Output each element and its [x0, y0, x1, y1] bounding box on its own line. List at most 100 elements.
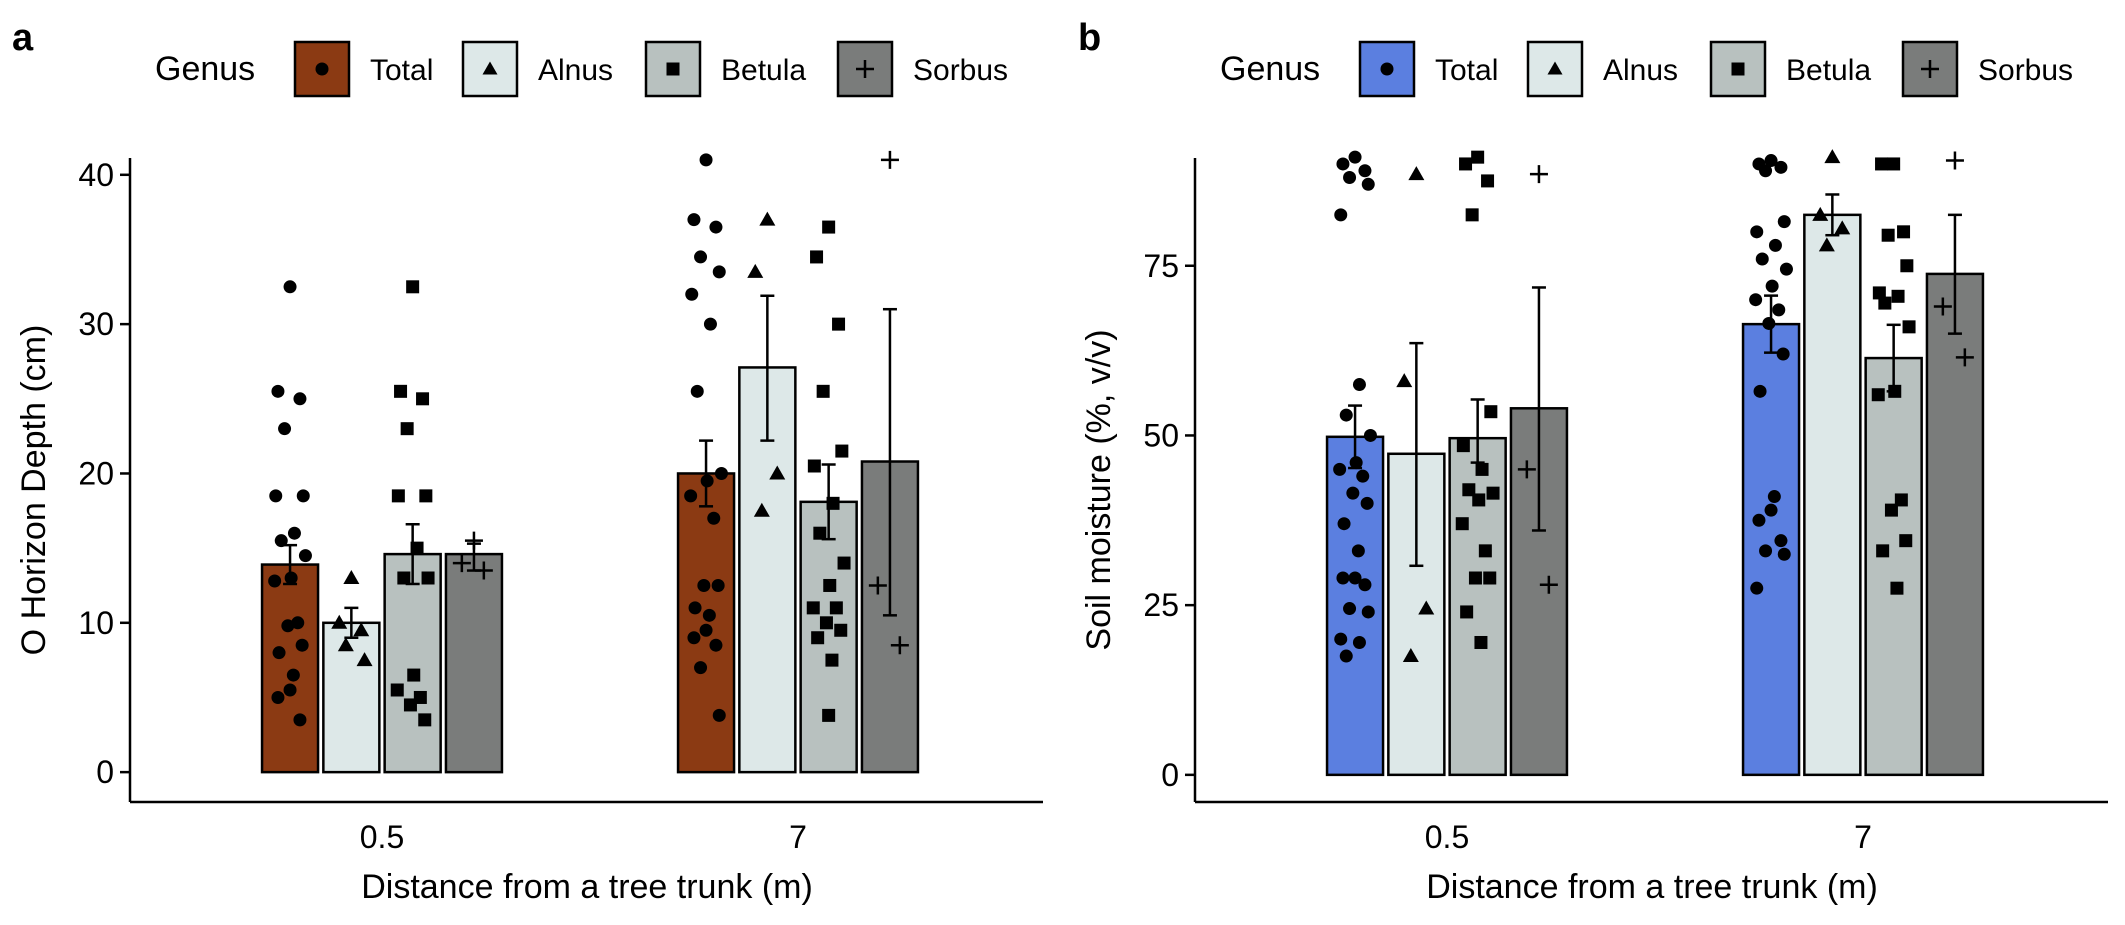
- point-b-total-7: [1759, 164, 1773, 178]
- legend-a-key-total: [293, 40, 351, 98]
- errorbar-b-alnus-7: [1825, 193, 1840, 237]
- point-a-sorbus-7: [890, 636, 909, 655]
- legend-b-title: Genus: [1220, 50, 1320, 88]
- point-b-total-0.5: [1351, 544, 1365, 558]
- point-a-total-0.5: [274, 534, 288, 548]
- errorbar-b-sorbus-0.5: [1531, 286, 1546, 532]
- point-a-alnus-0.5: [343, 570, 360, 584]
- point-a-total-0.5: [271, 384, 285, 398]
- point-b-total-7: [1767, 490, 1781, 504]
- point-a-total-7: [703, 317, 717, 331]
- point-a-betula-7: [813, 526, 827, 540]
- point-b-betula-7: [1902, 320, 1916, 334]
- point-b-total-0.5: [1343, 602, 1357, 616]
- panel-b: b Genus Total Alnus Betula Sorbus: [1078, 17, 2108, 906]
- bars-a: [260, 366, 920, 774]
- point-a-betula-0.5: [390, 683, 404, 697]
- panel-b-letter: b: [1078, 17, 1101, 59]
- point-b-total-0.5: [1334, 208, 1348, 222]
- y-tick-label-a-4: 40: [78, 157, 114, 193]
- point-a-total-7: [712, 265, 726, 279]
- point-b-total-0.5: [1339, 649, 1353, 663]
- point-b-total-0.5: [1336, 157, 1350, 171]
- points-a: [268, 150, 909, 727]
- point-a-total-7: [694, 250, 708, 264]
- point-b-total-0.5: [1343, 171, 1357, 185]
- point-b-betula-7: [1871, 388, 1885, 402]
- point-a-total-0.5: [284, 571, 298, 585]
- point-b-alnus-0.5: [1396, 373, 1413, 388]
- bar-a-betula-7: [799, 500, 858, 774]
- y-axis-title-b: Soil moisture (%, v/v): [1080, 329, 1118, 650]
- point-a-betula-0.5: [391, 489, 405, 503]
- point-b-total-7: [1750, 225, 1764, 239]
- point-b-betula-0.5: [1478, 544, 1492, 558]
- point-a-total-7: [711, 578, 725, 592]
- legend-a-label-betula: Betula: [721, 54, 806, 87]
- point-a-betula-7: [819, 616, 833, 630]
- point-b-betula-0.5: [1474, 635, 1488, 649]
- x-tick-label-a-1: 7: [789, 819, 807, 855]
- y-axis-title-a: O Horizon Depth (cm): [15, 325, 53, 656]
- point-a-betula-0.5: [421, 571, 435, 585]
- point-b-total-0.5: [1358, 578, 1372, 592]
- point-a-betula-7: [811, 631, 825, 645]
- point-b-total-0.5: [1361, 605, 1375, 619]
- point-a-total-7: [699, 153, 713, 167]
- point-a-betula-7: [834, 623, 848, 637]
- point-b-betula-7: [1884, 503, 1898, 517]
- point-b-total-0.5: [1360, 496, 1374, 510]
- point-a-betula-0.5: [406, 280, 420, 294]
- point-a-total-7: [694, 661, 708, 675]
- point-b-total-7: [1762, 316, 1776, 330]
- points-b: [1333, 149, 1974, 663]
- point-b-betula-7: [1894, 493, 1908, 507]
- bar-b-betula-7: [1864, 356, 1923, 777]
- point-b-total-0.5: [1348, 150, 1362, 164]
- point-b-betula-7: [1872, 286, 1886, 300]
- point-a-betula-7: [826, 496, 840, 510]
- point-b-betula-7: [1887, 157, 1901, 171]
- point-b-sorbus-7: [1955, 348, 1974, 367]
- point-a-total-7: [714, 466, 728, 480]
- point-a-betula-0.5: [400, 422, 414, 436]
- point-b-total-7: [1774, 534, 1788, 548]
- point-b-sorbus-0.5: [1529, 165, 1548, 184]
- point-a-total-7: [687, 213, 701, 227]
- point-b-betula-7: [1875, 157, 1889, 171]
- point-b-betula-0.5: [1486, 486, 1500, 500]
- point-b-betula-7: [1891, 289, 1905, 303]
- panel-a: a Genus Total Alnus Betula Sorbus: [12, 17, 1043, 906]
- point-a-alnus-7: [769, 465, 786, 480]
- point-a-total-0.5: [278, 422, 292, 436]
- point-a-alnus-7: [753, 502, 770, 517]
- y-ticks-b: 0 25 50 75: [1143, 248, 1195, 793]
- point-b-total-7: [1777, 547, 1791, 561]
- point-b-total-0.5: [1363, 428, 1377, 442]
- point-b-betula-7: [1881, 228, 1895, 242]
- point-b-total-0.5: [1348, 571, 1362, 585]
- point-a-sorbus-7: [868, 576, 887, 595]
- point-a-betula-7: [822, 220, 836, 234]
- point-a-betula-7: [825, 653, 839, 667]
- y-ticks-a: 0 10 20 30 40: [78, 157, 130, 790]
- legend-a-title: Genus: [155, 50, 255, 88]
- point-a-total-7: [685, 287, 699, 301]
- point-b-betula-7: [1897, 225, 1911, 239]
- point-b-total-0.5: [1352, 635, 1366, 649]
- point-a-betula-7: [816, 384, 830, 398]
- legend-b-label-alnus: Alnus: [1603, 54, 1678, 87]
- bars-b: [1325, 213, 1985, 777]
- point-b-betula-0.5: [1472, 493, 1486, 507]
- legend-a: Genus Total Alnus Betula Sorbus: [155, 40, 1008, 98]
- point-b-total-0.5: [1334, 632, 1348, 646]
- legend-a-label-sorbus: Sorbus: [913, 54, 1008, 87]
- point-b-alnus-0.5: [1402, 648, 1419, 663]
- point-b-total-7: [1749, 293, 1763, 307]
- point-a-total-0.5: [296, 489, 310, 503]
- point-b-total-7: [1777, 215, 1791, 229]
- legend-a-label-total: Total: [370, 54, 433, 87]
- errorbar-a-total-7: [699, 439, 714, 508]
- legend-b-key-total: [1358, 40, 1416, 98]
- point-a-betula-0.5: [397, 571, 411, 585]
